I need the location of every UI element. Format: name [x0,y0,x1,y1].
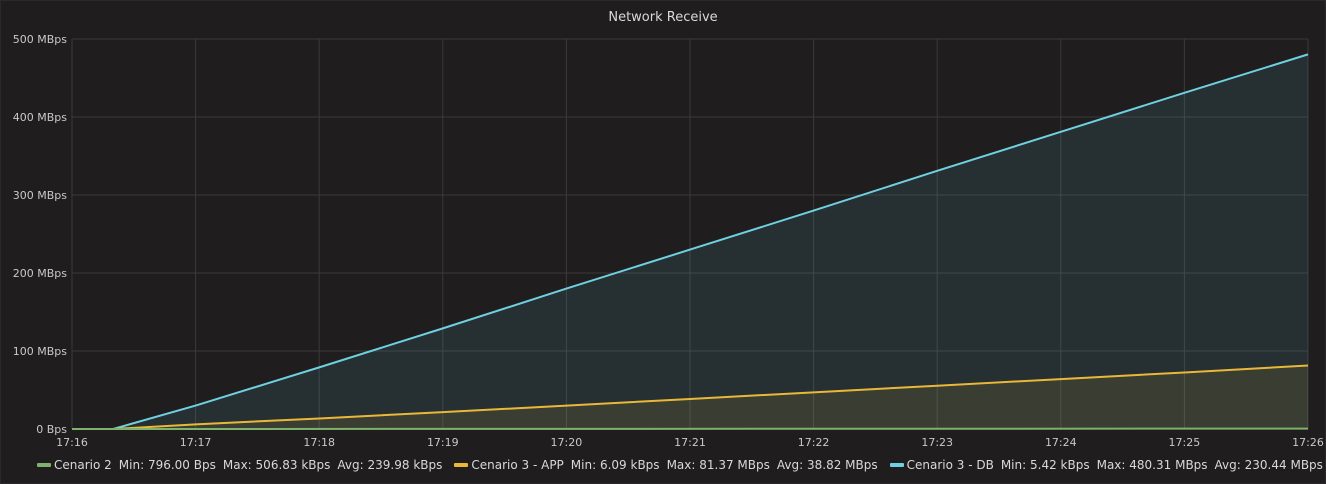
legend-avg: Avg: 38.82 MBps [776,458,878,472]
x-tick-label: 17:25 [1169,436,1201,449]
legend-item-cenario-3-db[interactable]: Cenario 3 - DB Min: 5.42 kBps Max: 480.3… [889,458,1323,472]
x-tick-label: 17:22 [798,436,830,449]
legend-min: Min: 6.09 kBps [570,458,660,472]
legend-avg: Avg: 230.44 MBps [1214,458,1323,472]
y-tick-label: 0 Bps [36,423,67,436]
x-tick-label: 17:21 [674,436,706,449]
legend-min: Min: 5.42 kBps [1000,458,1090,472]
legend-max: Max: 506.83 kBps [222,458,331,472]
legend-series-name: Cenario 3 - DB [906,458,994,472]
legend-max: Max: 81.37 MBps [666,458,770,472]
legend-avg: Avg: 239.98 kBps [337,458,443,472]
legend-swatch [454,463,469,467]
y-tick-label: 500 MBps [13,33,68,46]
series-line-1 [72,364,1309,430]
legend-item-cenario-3-app[interactable]: Cenario 3 - APP Min: 6.09 kBps Max: 81.3… [454,458,878,472]
x-tick-label: 17:18 [303,436,335,449]
series-area-2 [72,54,1308,429]
y-tick-label: 400 MBps [13,111,68,124]
panel-title[interactable]: Network Receive [608,10,718,25]
legend-item-cenario-2[interactable]: Cenario 2 Min: 796.00 Bps Max: 506.83 kB… [37,458,442,472]
series-line-2 [72,53,1309,430]
x-tick-label: 17:26 [1292,436,1324,449]
x-tick-label: 17:19 [427,436,459,449]
x-tick-label: 17:20 [551,436,583,449]
x-tick-label: 17:23 [921,436,953,449]
y-tick-label: 300 MBps [13,189,68,202]
legend-min: Min: 796.00 Bps [118,458,216,472]
x-tick-label: 17:17 [180,436,212,449]
x-tick-label: 17:16 [56,436,88,449]
x-tick-label: 17:24 [1045,436,1077,449]
series-area-1 [72,365,1308,429]
y-tick-label: 100 MBps [13,345,68,358]
legend-series-name: Cenario 2 [54,458,112,472]
y-tick-label: 200 MBps [13,267,68,280]
legend-series-name: Cenario 3 - APP [471,458,564,472]
legend-swatch [889,463,904,467]
legend: Cenario 2 Min: 796.00 Bps Max: 506.83 kB… [37,458,1326,472]
legend-swatch [37,463,51,467]
legend-max: Max: 480.31 MBps [1096,458,1208,472]
